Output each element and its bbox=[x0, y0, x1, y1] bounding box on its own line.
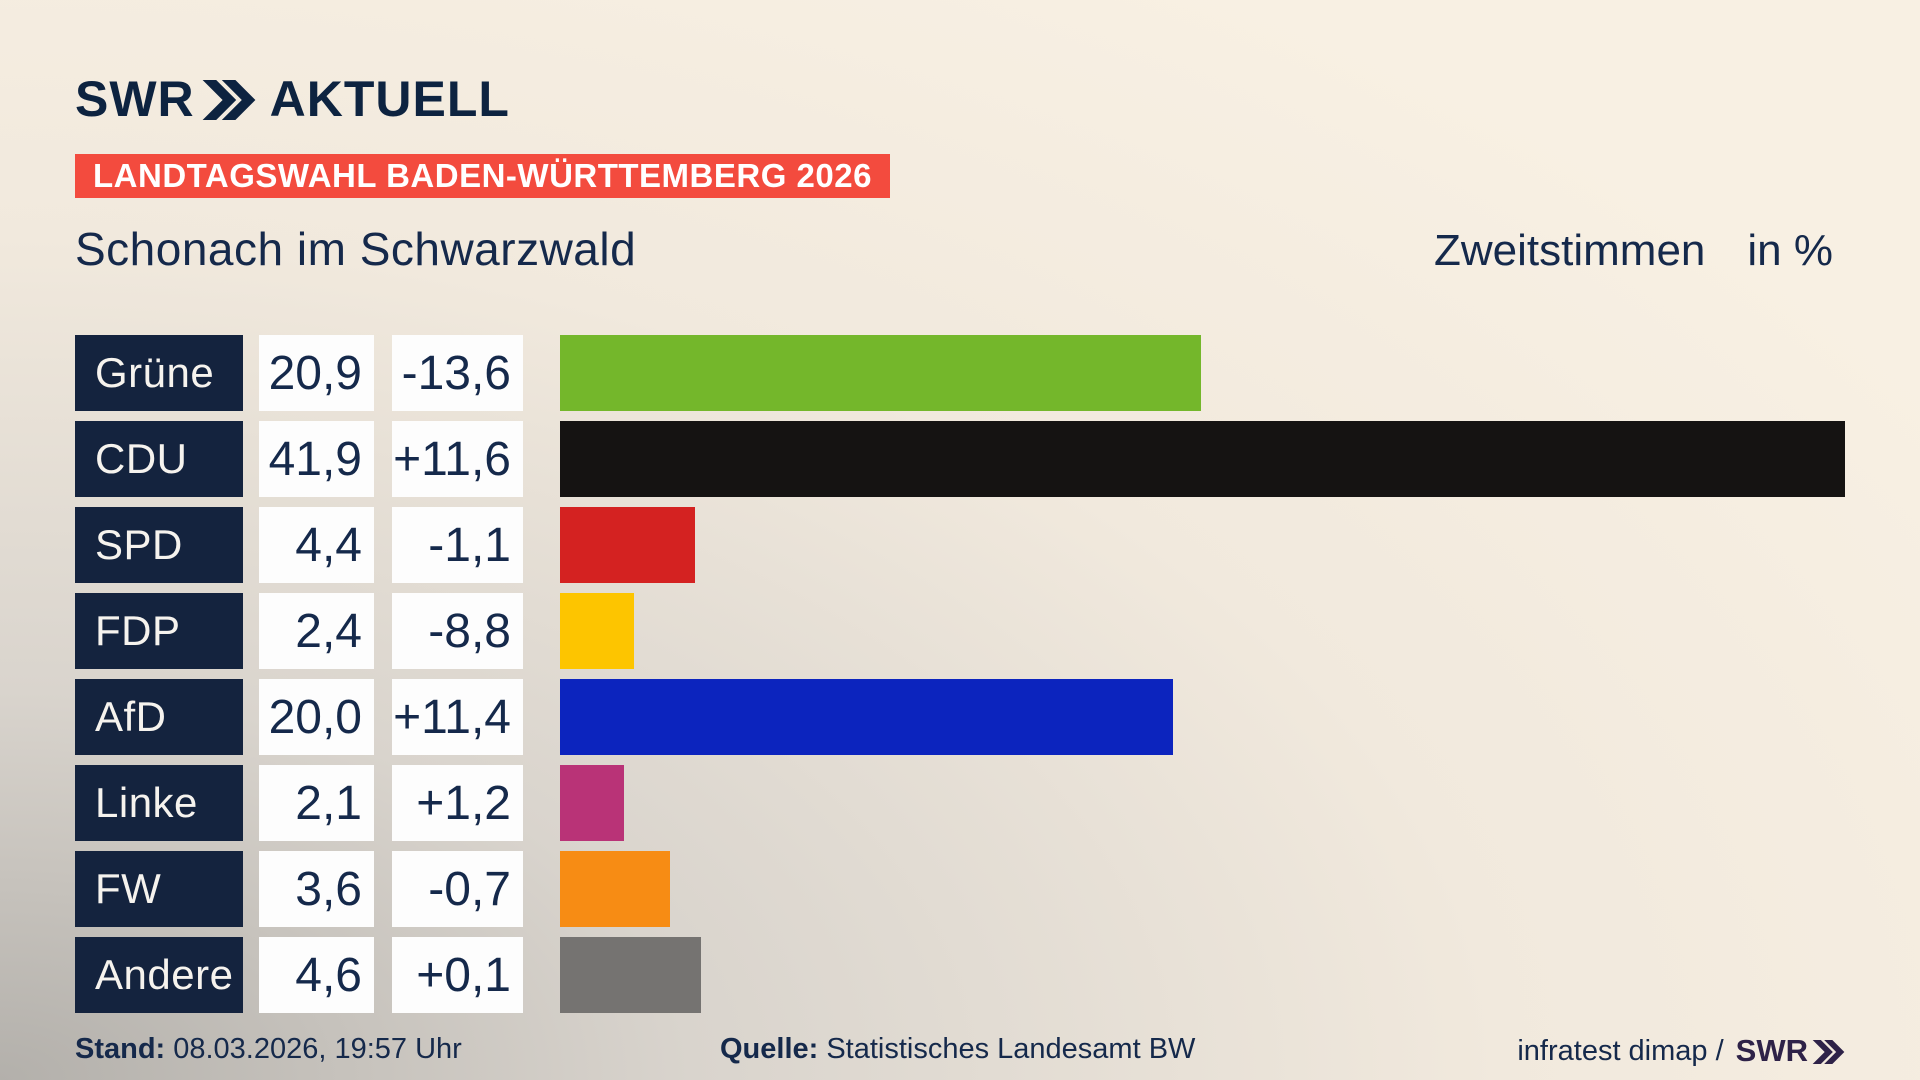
chart-row: FW 3,6 -0,7 bbox=[75, 851, 1845, 927]
swr-aktuell-logo: SWR AKTUELL bbox=[75, 70, 510, 128]
footer: Stand: 08.03.2026, 19:57 Uhr Quelle: Stati… bbox=[75, 1033, 1845, 1077]
party-label: CDU bbox=[75, 421, 243, 497]
page-title: Schonach im Schwarzwald bbox=[75, 223, 637, 275]
bar-track bbox=[560, 679, 1845, 755]
bar bbox=[560, 679, 1174, 755]
chart-row: CDU 41,9 +11,6 bbox=[75, 421, 1845, 497]
swr-footer-logo: SWR bbox=[1736, 1033, 1845, 1069]
quelle-value: Statistisches Landesamt BW bbox=[826, 1033, 1196, 1065]
change-cell: +1,2 bbox=[392, 765, 523, 841]
credit: infratest dimap / SWR bbox=[1517, 1033, 1845, 1069]
chart-row: Grüne 20,9 -13,6 bbox=[75, 335, 1845, 411]
value-cell: 2,4 bbox=[259, 593, 374, 669]
double-chevron-icon bbox=[1812, 1040, 1845, 1064]
bar bbox=[560, 421, 1845, 497]
value-cell: 2,1 bbox=[259, 765, 374, 841]
title-row: Schonach im Schwarzwald Zweitstimmen in % bbox=[75, 222, 1845, 278]
subtitle-label: Zweitstimmen bbox=[1434, 226, 1706, 275]
value-cell: 20,9 bbox=[259, 335, 374, 411]
bar bbox=[560, 507, 695, 583]
chart-row: AfD 20,0 +11,4 bbox=[75, 679, 1845, 755]
bar-track bbox=[560, 421, 1845, 497]
chart-row: Andere 4,6 +0,1 bbox=[75, 937, 1845, 1013]
value-cell: 20,0 bbox=[259, 679, 374, 755]
chart-row: Linke 2,1 +1,2 bbox=[75, 765, 1845, 841]
timestamp: Stand: 08.03.2026, 19:57 Uhr bbox=[75, 1033, 462, 1066]
logo-swr-text: SWR bbox=[75, 71, 195, 127]
party-label: AfD bbox=[75, 679, 243, 755]
bar bbox=[560, 335, 1201, 411]
bar bbox=[560, 851, 671, 927]
chart-row: SPD 4,4 -1,1 bbox=[75, 507, 1845, 583]
bar-track bbox=[560, 335, 1845, 411]
chart-row: FDP 2,4 -8,8 bbox=[75, 593, 1845, 669]
value-cell: 3,6 bbox=[259, 851, 374, 927]
party-label: Andere bbox=[75, 937, 243, 1013]
party-label: Linke bbox=[75, 765, 243, 841]
change-cell: -1,1 bbox=[392, 507, 523, 583]
change-cell: -13,6 bbox=[392, 335, 523, 411]
bar-track bbox=[560, 593, 1845, 669]
change-cell: -8,8 bbox=[392, 593, 523, 669]
subtitle-unit: in % bbox=[1747, 226, 1833, 275]
source: Quelle: Statistisches Landesamt BW bbox=[720, 1033, 1195, 1066]
value-cell: 4,6 bbox=[259, 937, 374, 1013]
swr-footer-logo-text: SWR bbox=[1735, 1033, 1808, 1068]
stand-value: 08.03.2026, 19:57 Uhr bbox=[173, 1033, 462, 1065]
bar bbox=[560, 765, 625, 841]
election-badge: LANDTAGSWAHL BADEN-WÜRTTEMBERG 2026 bbox=[75, 154, 890, 198]
bar bbox=[560, 937, 702, 1013]
change-cell: -0,7 bbox=[392, 851, 523, 927]
bar-track bbox=[560, 937, 1845, 1013]
value-cell: 41,9 bbox=[259, 421, 374, 497]
chart-subtitle: Zweitstimmen in % bbox=[1434, 226, 1845, 276]
stand-label: Stand: bbox=[75, 1033, 166, 1065]
logo-aktuell-text: AKTUELL bbox=[269, 71, 510, 127]
quelle-label: Quelle: bbox=[720, 1033, 819, 1065]
change-cell: +11,4 bbox=[392, 679, 523, 755]
credit-text: infratest dimap / bbox=[1517, 1034, 1724, 1067]
change-cell: +11,6 bbox=[392, 421, 523, 497]
bar-chart: Grüne 20,9 -13,6 CDU 41,9 +11,6 SPD 4,4 … bbox=[75, 335, 1845, 1023]
bar bbox=[560, 593, 634, 669]
bar-track bbox=[560, 507, 1845, 583]
party-label: Grüne bbox=[75, 335, 243, 411]
party-label: FDP bbox=[75, 593, 243, 669]
double-chevron-icon bbox=[202, 80, 256, 120]
value-cell: 4,4 bbox=[259, 507, 374, 583]
party-label: SPD bbox=[75, 507, 243, 583]
party-label: FW bbox=[75, 851, 243, 927]
bar-track bbox=[560, 851, 1845, 927]
bar-track bbox=[560, 765, 1845, 841]
bar-chart-rows: Grüne 20,9 -13,6 CDU 41,9 +11,6 SPD 4,4 … bbox=[75, 335, 1845, 1013]
change-cell: +0,1 bbox=[392, 937, 523, 1013]
